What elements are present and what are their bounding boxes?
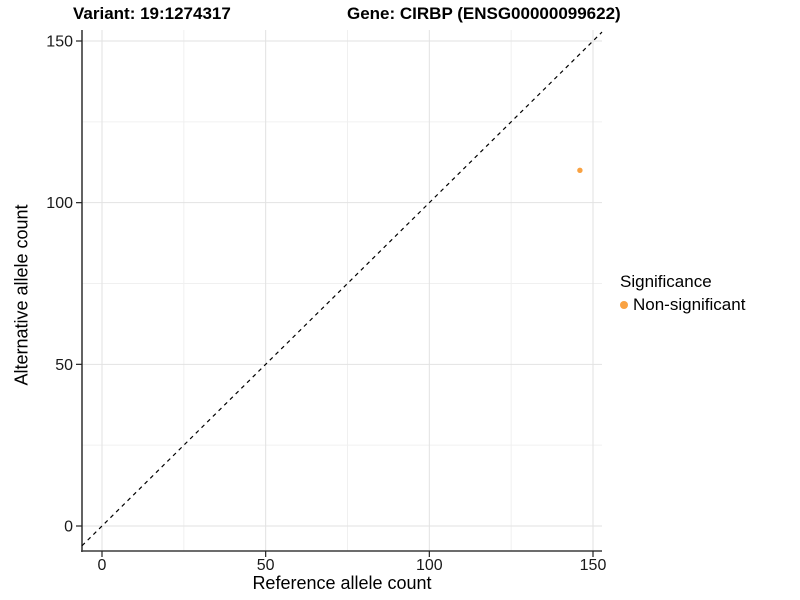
y-tick-label: 150 [46, 34, 73, 51]
legend: Significance Non-significant [620, 272, 745, 315]
x-tick-label: 50 [257, 557, 275, 574]
y-tick-label: 0 [64, 519, 73, 536]
x-tick-label: 100 [416, 557, 443, 574]
y-axis-title: Alternative allele count [11, 204, 32, 386]
x-axis-title: Reference allele count [252, 573, 432, 593]
legend-title: Significance [620, 272, 712, 291]
legend-item-non-significant: Non-significant [620, 295, 745, 315]
legend-dot-icon [620, 301, 628, 309]
legend-item-label: Non-significant [633, 295, 746, 314]
variant-title: Variant: 19:1274317 [73, 4, 231, 23]
y-tick-label: 50 [55, 357, 73, 374]
data-point [577, 167, 583, 174]
identity-reference-line [81, 31, 603, 547]
x-tick-label: 0 [98, 557, 107, 574]
gene-title: Gene: CIRBP (ENSG00000099622) [347, 4, 621, 23]
x-tick-label: 150 [580, 557, 607, 574]
y-tick-label: 100 [46, 195, 73, 212]
